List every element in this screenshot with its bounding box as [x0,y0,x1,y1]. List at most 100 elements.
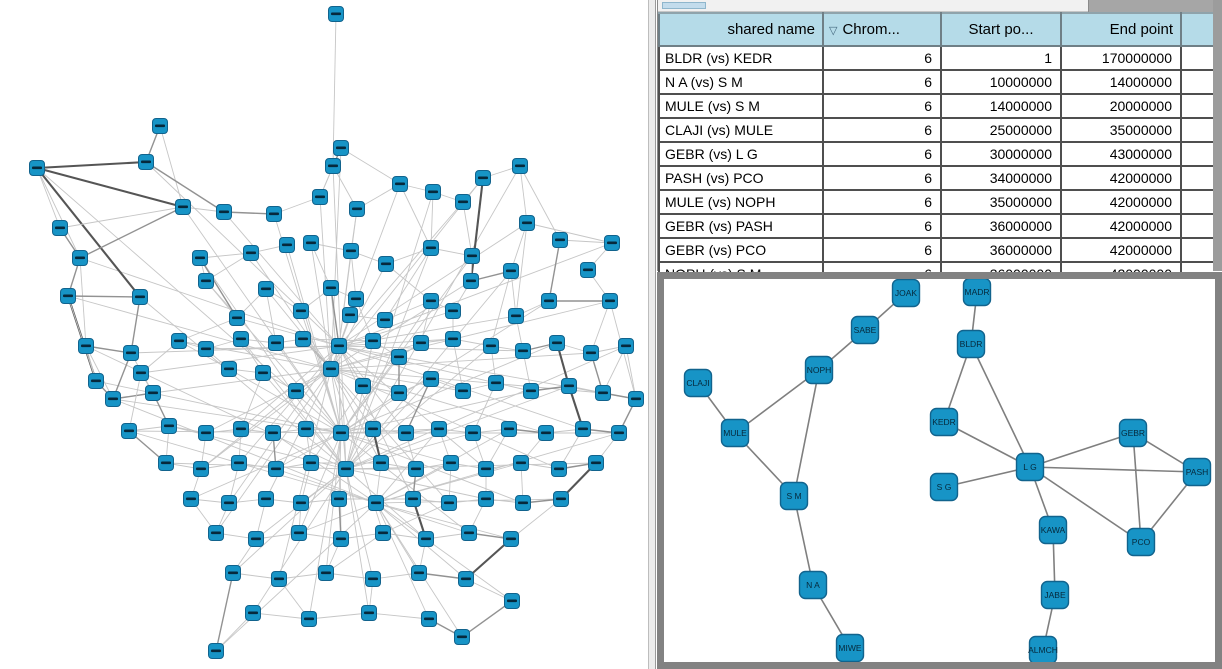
table-cell[interactable]: 6 [822,237,942,263]
edge-attribute-table: shared name ▽ Chrom... Start po... End point… [658,12,1222,287]
table-cell[interactable]: 42000000 [1060,165,1182,191]
table-cell[interactable]: 6 [822,93,942,119]
table-cell[interactable]: 6 [822,117,942,143]
table-cell[interactable]: 35000000 [940,189,1062,215]
overview-node-label [522,221,532,225]
cell-shared-name[interactable]: PASH (vs) PCO [658,165,824,191]
table-cell[interactable]: 1 [940,45,1062,71]
detail-node-PASH[interactable] [1182,457,1212,487]
column-header-1[interactable]: ▽ Chrom... [822,12,942,47]
overview-node-label [578,427,588,431]
table-cell[interactable]: 6 [822,141,942,167]
table-row[interactable]: PASH (vs) PCO6340000004200000011.4 [658,165,1222,191]
detail-node-KAWA[interactable] [1038,515,1068,545]
detail-node-label: MIWE [838,643,861,653]
column-header-3[interactable]: End point [1060,12,1182,47]
table-cell[interactable]: 20000000 [1060,93,1182,119]
detail-node-MULE[interactable] [720,418,750,448]
detail-node-label: ALMCH [1028,645,1058,655]
overview-node-label [504,427,514,431]
detail-node-MIWE[interactable] [835,633,865,662]
detail-node-SG[interactable] [929,472,959,502]
table-row[interactable]: GEBR (vs) PCO636000000420000008.4 [658,237,1222,263]
table-cell[interactable]: 42000000 [1060,213,1182,239]
table-cell[interactable]: 6 [822,213,942,239]
table-cell[interactable]: 42000000 [1060,237,1182,263]
table-cell[interactable]: 14000000 [940,93,1062,119]
column-header-2[interactable]: Start po... [940,12,1062,47]
table-cell[interactable]: 6 [822,165,942,191]
table-cell[interactable]: 42000000 [1060,189,1182,215]
detail-node-BLDR[interactable] [956,329,986,359]
cell-shared-name[interactable]: N A (vs) S M [658,69,824,95]
overview-node-label [296,309,306,313]
overview-edge [399,183,432,249]
overview-node-label [328,164,338,168]
overview-node-label [554,467,564,471]
panel-splitter[interactable] [648,0,656,669]
detail-node-label: KAWA [1041,525,1066,535]
overview-node-label [75,256,85,260]
detail-node-LG[interactable] [1015,452,1045,482]
overview-edge [368,612,430,620]
table-row[interactable]: GEBR (vs) L G6300000004300000016.9 [658,141,1222,167]
window-edge-strip [1213,0,1222,271]
overview-edge [430,191,434,249]
cell-shared-name[interactable]: GEBR (vs) PASH [658,213,824,239]
table-row[interactable]: N A (vs) S M610000000140000006.6 [658,69,1222,95]
table-cell[interactable]: 6 [822,69,942,95]
column-header-0[interactable]: shared name [658,12,824,47]
cell-shared-name[interactable]: CLAJI (vs) MULE [658,117,824,143]
overview-node-label [481,467,491,471]
table-cell[interactable]: 34000000 [940,165,1062,191]
detail-node-JABE[interactable] [1040,580,1070,610]
table-row[interactable]: CLAJI (vs) MULE625000000350000005.9 [658,117,1222,143]
detail-node-CLAJI[interactable] [683,368,713,398]
table-cell[interactable]: 14000000 [1060,69,1182,95]
overview-node-label [428,190,438,194]
detail-node-MADR[interactable] [962,279,992,307]
table-row[interactable]: BLDR (vs) KEDR61170000000192.0 [658,45,1222,71]
table-cell[interactable]: 43000000 [1060,141,1182,167]
table-cell[interactable]: 35000000 [1060,117,1182,143]
overview-node-label [444,501,454,505]
cell-shared-name[interactable]: MULE (vs) S M [658,93,824,119]
scrollbar-thumb[interactable] [662,2,706,9]
cell-shared-name[interactable]: MULE (vs) NOPH [658,189,824,215]
cell-shared-name[interactable]: GEBR (vs) PCO [658,237,824,263]
table-cell[interactable]: 10000000 [940,69,1062,95]
overview-edge [215,572,234,652]
table-cell[interactable]: 36000000 [940,237,1062,263]
table-row[interactable]: GEBR (vs) PASH636000000420000008.9 [658,213,1222,239]
table-cell[interactable]: 25000000 [940,117,1062,143]
overview-node-label [201,347,211,351]
detail-node-NA[interactable] [798,570,828,600]
network-detail-canvas[interactable]: JOAK MADR SABE NOPH CLAJI MULE BLDR KEDR GEBR L G… [664,279,1215,662]
detail-node-GEBR[interactable] [1118,418,1148,448]
table-cell[interactable]: 6 [822,189,942,215]
overview-edge [310,242,342,434]
network-overview-canvas[interactable] [0,0,650,669]
detail-node-KEDR[interactable] [929,407,959,437]
overview-edge [79,257,340,347]
detail-node-JOAK[interactable] [891,279,921,308]
overview-edge [625,345,637,400]
cell-shared-name[interactable]: BLDR (vs) KEDR [658,45,824,71]
overview-node-label [126,351,136,355]
filter-icon[interactable]: ▽ [829,25,838,37]
table-cell[interactable]: 36000000 [940,213,1062,239]
detail-node-SM[interactable] [779,481,809,511]
detail-node-PCO[interactable] [1126,527,1156,557]
table-horizontal-scrollbar[interactable] [658,0,1214,12]
table-row[interactable]: MULE (vs) S M614000000200000007.5 [658,93,1222,119]
overview-node-label [458,389,468,393]
table-cell[interactable]: 30000000 [940,141,1062,167]
table-cell[interactable]: 170000000 [1060,45,1182,71]
detail-node-SABE[interactable] [850,315,880,345]
table-cell[interactable]: 6 [822,45,942,71]
cell-shared-name[interactable]: GEBR (vs) L G [658,141,824,167]
table-row[interactable]: MULE (vs) NOPH6350000004200000010.5 [658,189,1222,215]
detail-node-ALMCH[interactable] [1028,635,1058,663]
detail-node-NOPH[interactable] [804,355,834,385]
overview-node-label [271,467,281,471]
